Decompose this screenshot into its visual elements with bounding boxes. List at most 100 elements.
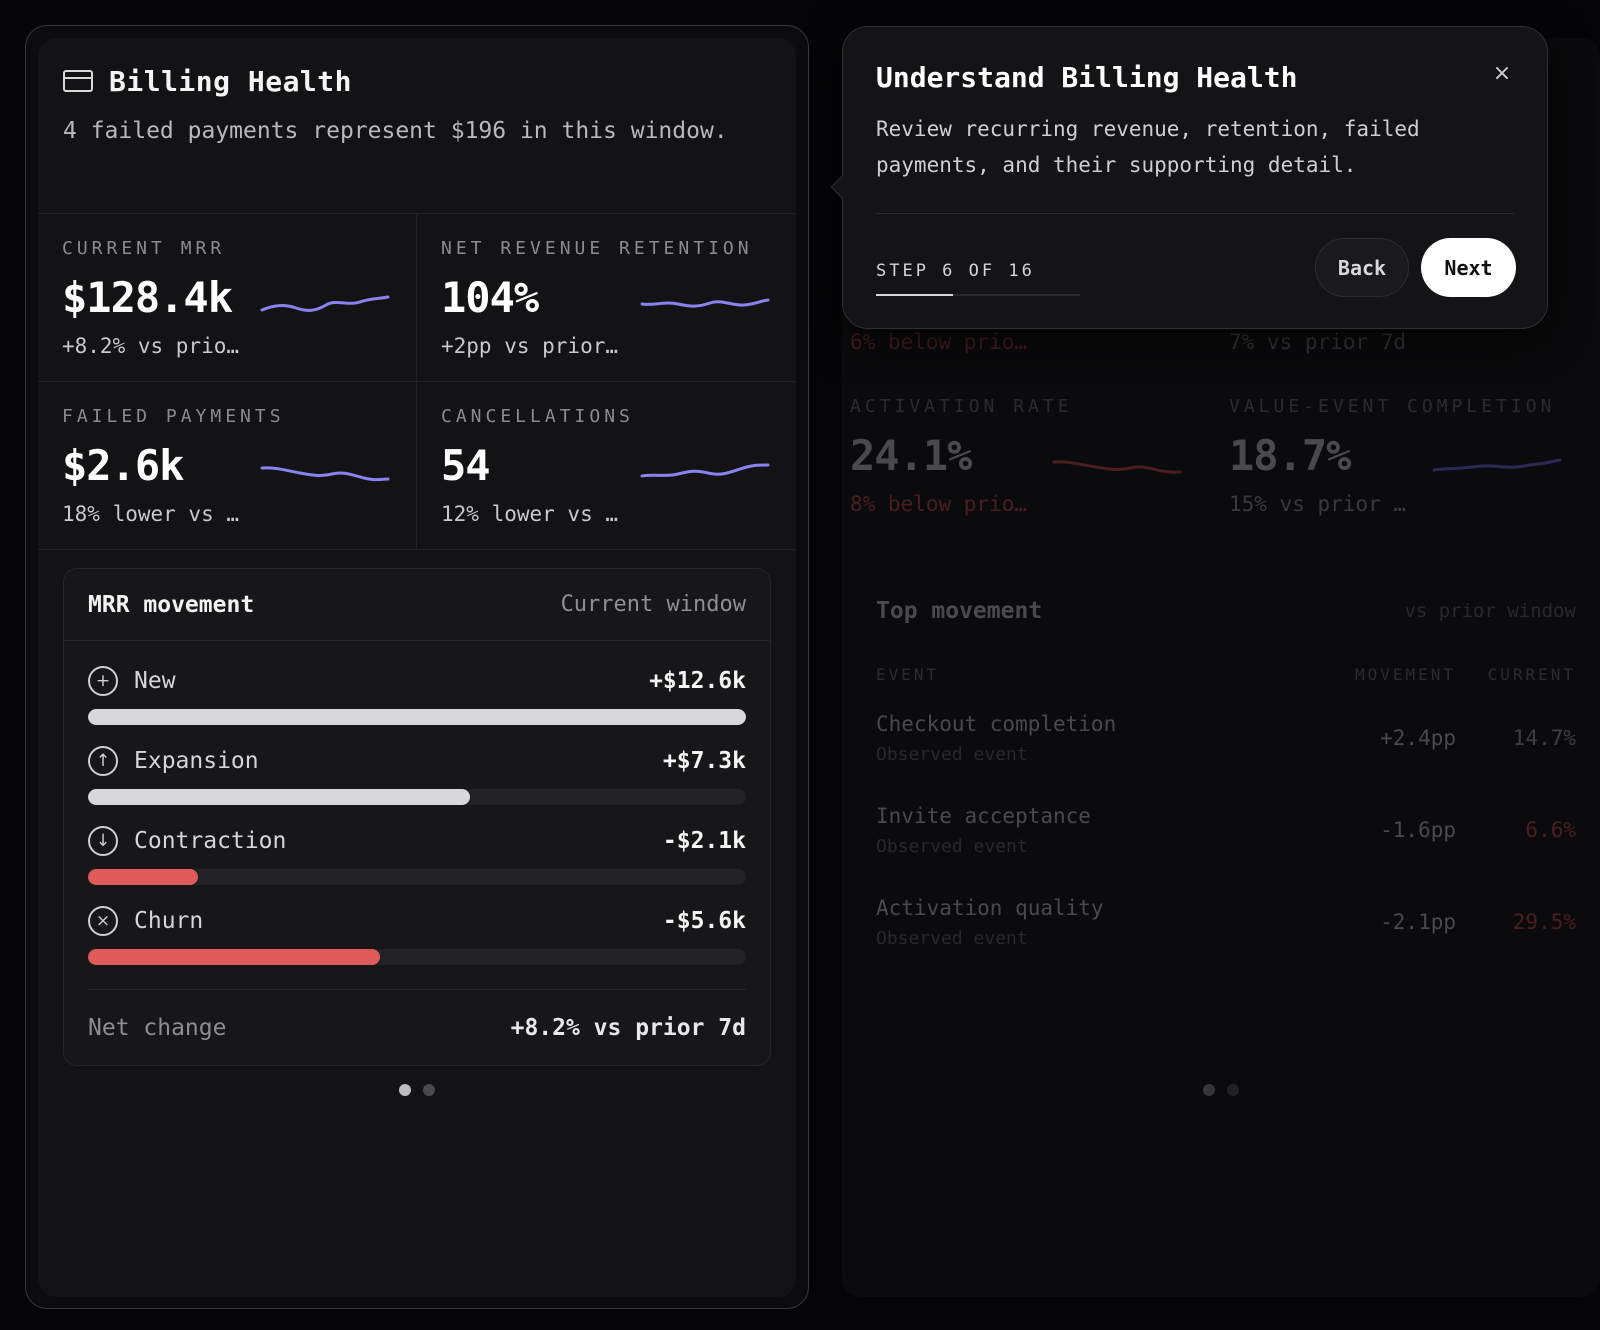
column-header-event: EVENT xyxy=(876,665,940,684)
tour-step-label: STEP 6 OF 16 xyxy=(876,261,1035,281)
kpi-dim-1: 6% below prio… xyxy=(850,318,1027,354)
tour-title: Understand Billing Health xyxy=(876,61,1298,94)
tour-popover: Understand Billing Health × Review recur… xyxy=(830,26,1548,329)
carousel-pager-dimmed xyxy=(842,1084,1600,1096)
sparkline-value-event-completion xyxy=(1432,458,1562,472)
mrr-movement-title: MRR movement xyxy=(88,591,255,618)
event-current: 14.7% xyxy=(1512,726,1576,750)
movement-row-churn[interactable]: × Churn -$5.6k xyxy=(88,901,746,981)
table-row: Checkout completion Observed event +2.4p… xyxy=(876,692,1576,784)
movement-row-expansion[interactable]: ↑ Expansion +$7.3k xyxy=(88,741,746,821)
movement-bar-track xyxy=(88,709,746,725)
kpi-activation-rate: ACTIVATION RATE 24.1% 8% below prio… xyxy=(850,396,1073,516)
arrow-down-circle-icon: ↓ xyxy=(88,826,118,856)
card-title: Billing Health xyxy=(109,64,353,98)
column-header-current: CURRENT xyxy=(1487,665,1576,684)
pager-dot-2[interactable] xyxy=(423,1084,435,1096)
event-current: 6.6% xyxy=(1525,818,1576,842)
event-name: Checkout completion xyxy=(876,711,1117,736)
table-row: Activation quality Observed event -2.1pp… xyxy=(876,876,1576,968)
pager-dot-1[interactable] xyxy=(399,1084,411,1096)
billing-health-card: Billing Health 4 failed payments represe… xyxy=(38,38,796,1297)
kpi-label: ACTIVATION RATE xyxy=(850,396,1073,417)
movement-name: Churn xyxy=(134,908,204,934)
kpi-value: 54 xyxy=(441,441,491,490)
mrr-movement-footer: Net change +8.2% vs prior 7d xyxy=(88,989,746,1065)
kpi-delta: 15% vs prior … xyxy=(1229,492,1407,516)
sparkline-failed-payments xyxy=(260,466,390,482)
kpi-delta: 7% vs prior 7d xyxy=(1229,330,1407,354)
close-icon[interactable]: × xyxy=(1492,61,1512,86)
column-header-movement: MOVEMENT xyxy=(1354,665,1456,684)
credit-card-icon xyxy=(63,70,93,92)
kpi-failed-payments[interactable]: FAILED PAYMENTS $2.6k 18% lower vs … xyxy=(38,382,417,550)
table-header-row: EVENT MOVEMENT CURRENT xyxy=(876,636,1576,692)
kpi-delta: 18% lower vs … xyxy=(62,502,240,526)
mrr-movement-header: MRR movement Current window xyxy=(64,569,770,641)
pager-dot-2 xyxy=(1227,1084,1239,1096)
top-movement-table: Top movement vs prior window EVENT MOVEM… xyxy=(876,586,1576,968)
sparkline-current-mrr xyxy=(260,295,390,312)
movement-value: -$5.6k xyxy=(662,908,746,934)
movement-bar-track xyxy=(88,949,746,965)
table-row: Invite acceptance Observed event -1.6pp … xyxy=(876,784,1576,876)
kpi-value: $128.4k xyxy=(62,273,233,322)
kpi-value: $2.6k xyxy=(62,441,184,490)
kpi-label: FAILED PAYMENTS xyxy=(62,406,285,427)
tour-body: Review recurring revenue, retention, fai… xyxy=(876,117,1420,177)
popover-arrow xyxy=(830,175,854,199)
sparkline-net-revenue-retention xyxy=(640,298,770,308)
next-button[interactable]: Next xyxy=(1421,238,1516,297)
plus-circle-icon: + xyxy=(88,666,118,696)
kpi-label: CANCELLATIONS xyxy=(441,406,634,427)
kpi-grid: CURRENT MRR $128.4k +8.2% vs prio… NET R… xyxy=(38,213,796,550)
x-circle-icon: × xyxy=(88,906,118,936)
movement-value: +$12.6k xyxy=(649,668,746,694)
mrr-movement-panel: MRR movement Current window + New +$12.6… xyxy=(63,568,771,1066)
tour-progress-fill xyxy=(876,294,953,296)
movement-row-new[interactable]: + New +$12.6k xyxy=(88,661,746,741)
top-movement-header: Top movement vs prior window xyxy=(876,586,1576,636)
kpi-delta: 8% below prio… xyxy=(850,492,1028,516)
movement-bar-fill xyxy=(88,789,470,805)
mrr-movement-rows: + New +$12.6k ↑ Expansion +$7.3k xyxy=(64,641,770,981)
event-subtitle: Observed event xyxy=(876,743,1028,765)
movement-bar-fill xyxy=(88,709,746,725)
kpi-delta: 6% below prio… xyxy=(850,330,1028,354)
top-movement-window: vs prior window xyxy=(1404,600,1576,622)
card-subtitle: 4 failed payments represent $196 in this… xyxy=(63,118,728,144)
movement-name: New xyxy=(134,668,176,694)
event-current: 29.5% xyxy=(1512,910,1576,934)
event-movement: -1.6pp xyxy=(1380,818,1456,842)
kpi-net-revenue-retention[interactable]: NET REVENUE RETENTION 104% +2pp vs prior… xyxy=(417,214,796,382)
kpi-current-mrr[interactable]: CURRENT MRR $128.4k +8.2% vs prio… xyxy=(38,214,417,382)
event-name: Activation quality xyxy=(876,895,1104,920)
sparkline-activation-rate xyxy=(1052,460,1182,474)
kpi-value: 24.1% xyxy=(850,431,972,480)
card-header: Billing Health 4 failed payments represe… xyxy=(63,64,771,144)
movement-name: Expansion xyxy=(134,748,259,774)
kpi-value: 104% xyxy=(441,273,539,322)
movement-row-contraction[interactable]: ↓ Contraction -$2.1k xyxy=(88,821,746,901)
back-button[interactable]: Back xyxy=(1315,238,1409,297)
arrow-up-circle-icon: ↑ xyxy=(88,746,118,776)
sparkline-cancellations xyxy=(640,463,770,478)
kpi-value-event-completion: VALUE-EVENT COMPLETION 18.7% 15% vs prio… xyxy=(1229,396,1555,516)
kpi-dim-2: 7% vs prior 7d xyxy=(1229,318,1406,354)
kpi-label: NET REVENUE RETENTION xyxy=(441,238,753,259)
movement-name: Contraction xyxy=(134,828,287,854)
net-change-label: Net change xyxy=(88,1014,227,1041)
kpi-delta: 12% lower vs … xyxy=(441,502,619,526)
event-movement: +2.4pp xyxy=(1380,726,1456,750)
kpi-cancellations[interactable]: CANCELLATIONS 54 12% lower vs … xyxy=(417,382,796,550)
event-name: Invite acceptance xyxy=(876,803,1091,828)
event-subtitle: Observed event xyxy=(876,927,1028,949)
kpi-label: VALUE-EVENT COMPLETION xyxy=(1229,396,1556,417)
event-subtitle: Observed event xyxy=(876,835,1028,857)
mrr-movement-window: Current window xyxy=(560,592,746,617)
kpi-delta: +2pp vs prior… xyxy=(441,334,619,358)
kpi-value: 18.7% xyxy=(1229,431,1351,480)
movement-bar-fill xyxy=(88,949,381,965)
movement-bar-track xyxy=(88,869,746,885)
movement-bar-fill xyxy=(88,869,198,885)
